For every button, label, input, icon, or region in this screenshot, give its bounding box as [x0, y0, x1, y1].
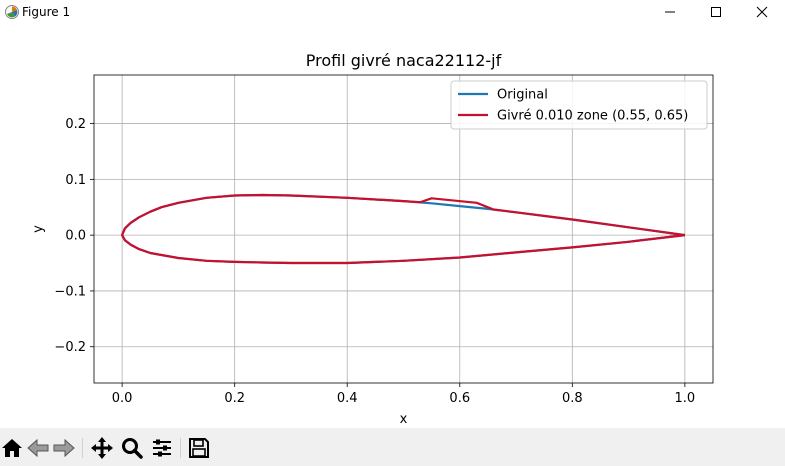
y-axis-label: y [31, 225, 46, 233]
legend-label-original: Original [497, 88, 548, 103]
toolbar-separator [180, 438, 181, 458]
zoom-icon [122, 438, 143, 459]
toolbar-separator [82, 438, 83, 458]
subplots-button[interactable] [150, 436, 174, 460]
back-button[interactable] [26, 436, 50, 460]
x-tick-label: 0.8 [562, 391, 583, 406]
y-tick-label: −0.1 [54, 284, 86, 299]
forward-button[interactable] [52, 436, 76, 460]
x-tick-label: 0.6 [449, 391, 470, 406]
y-tick-label: 0.1 [65, 173, 86, 188]
minimize-icon [665, 11, 675, 13]
chart-title: Profil givré naca22112-jf [306, 51, 502, 70]
home-icon [2, 439, 22, 457]
maximize-icon [711, 7, 721, 17]
axes-frame [93, 74, 714, 384]
save-button[interactable] [187, 436, 211, 460]
forward-arrow-icon [53, 438, 75, 458]
pan-button[interactable] [90, 436, 114, 460]
x-tick-label: 0.2 [224, 391, 245, 406]
x-axis: 0.0 0.2 0.4 0.6 0.8 1.0 [112, 383, 695, 406]
maximize-button[interactable] [693, 0, 739, 24]
legend-label-iced: Givré 0.010 zone (0.55, 0.65) [497, 109, 688, 124]
legend-frame [450, 80, 708, 130]
subplots-icon [153, 439, 171, 457]
home-button[interactable] [0, 436, 24, 460]
y-tick-label: 0.2 [65, 117, 86, 132]
legend: Original Givré 0.010 zone (0.55, 0.65) [450, 80, 708, 130]
plot-lines [120, 193, 686, 265]
x-axis-label: x [400, 412, 408, 427]
close-icon [756, 6, 768, 18]
figure-canvas[interactable]: 0.0 0.2 0.4 0.6 0.8 1.0 −0.2 −0.1 0.0 0.1 0.2 Pro… [0, 24, 785, 428]
window-titlebar: Figure 1 [0, 0, 785, 24]
y-tick-label: −0.2 [54, 340, 86, 355]
y-tick-label: 0.0 [65, 229, 86, 244]
matplotlib-app-icon [4, 4, 20, 20]
x-tick-label: 1.0 [675, 391, 696, 406]
save-icon [189, 438, 209, 458]
x-tick-label: 0.0 [112, 391, 133, 406]
series-line-iced [120, 193, 686, 265]
minimize-button[interactable] [647, 0, 693, 24]
zoom-button[interactable] [120, 436, 144, 460]
back-arrow-icon [27, 438, 49, 458]
navigation-toolbar [0, 428, 785, 466]
window-title: Figure 1 [22, 5, 71, 19]
close-button[interactable] [739, 0, 785, 24]
x-tick-label: 0.4 [337, 391, 358, 406]
pan-icon [91, 437, 113, 459]
y-axis: −0.2 −0.1 0.0 0.1 0.2 [54, 117, 94, 355]
